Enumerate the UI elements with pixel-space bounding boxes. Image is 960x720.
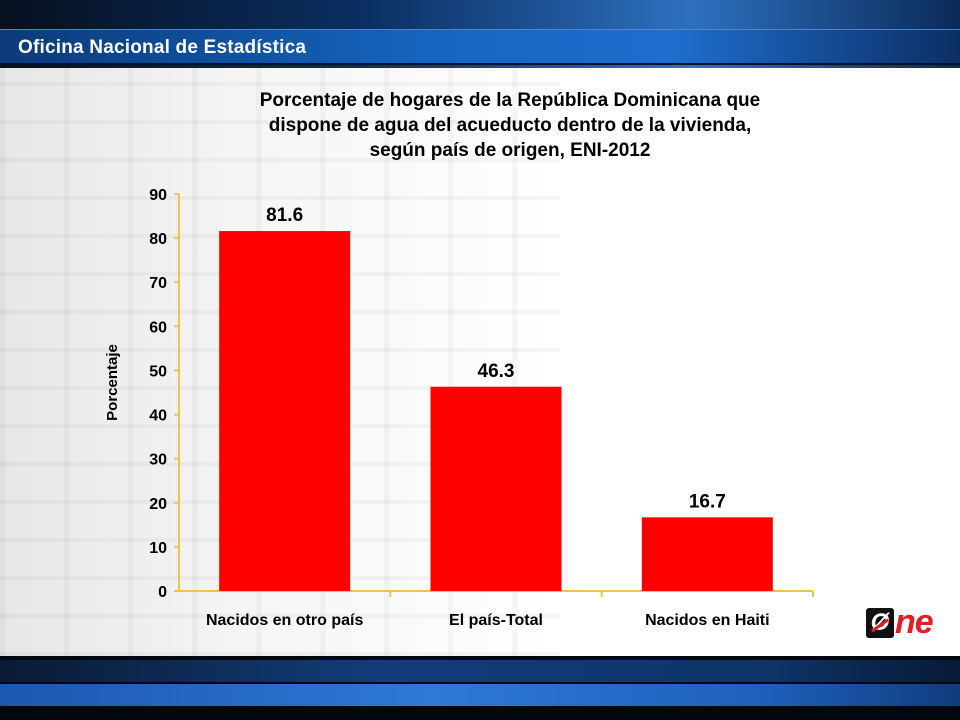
chart-title-line-2: dispone de agua del acueducto dentro de … — [268, 115, 752, 136]
y-tick-label: 50 — [149, 363, 167, 380]
chart-title-line-1: Porcentaje de hogares de la República Do… — [259, 90, 761, 111]
logo-wordmark: ne — [895, 603, 934, 641]
y-axis-label: Porcentaje — [104, 344, 121, 421]
x-category-label: Nacidos en otro país — [206, 612, 363, 629]
bar — [219, 231, 351, 591]
y-tick-label: 60 — [149, 319, 167, 336]
bar-value-label: 81.6 — [266, 205, 303, 226]
y-tick-label: 40 — [149, 408, 167, 425]
bar-value-label: 46.3 — [478, 361, 515, 382]
header-bar: Oficina Nacional de Estadística — [0, 0, 960, 68]
chart-title: Porcentaje de hogares de la República Do… — [200, 88, 820, 163]
y-tick-label: 10 — [149, 540, 167, 557]
y-tick-label: 0 — [158, 584, 167, 601]
y-tick-label: 90 — [149, 187, 167, 204]
bar-value-label: 16.7 — [689, 491, 726, 512]
bar — [430, 386, 562, 591]
footer-band-dark — [0, 660, 960, 682]
chart-title-line-3: según país de origen, ENI-2012 — [369, 140, 651, 161]
y-tick-label: 80 — [149, 231, 167, 248]
footer-bar — [0, 656, 960, 720]
organization-title: Oficina Nacional de Estadística — [18, 37, 307, 58]
footer-band-light — [0, 684, 960, 706]
y-tick-label: 70 — [149, 275, 167, 292]
y-tick-label: 30 — [149, 452, 167, 469]
x-category-label: El país-Total — [449, 612, 543, 629]
y-tick-label: 20 — [149, 496, 167, 513]
header-strip — [0, 29, 960, 65]
logo-o-mark: Ø — [866, 608, 894, 638]
bar — [641, 517, 773, 591]
one-logo: Ø ne — [866, 603, 942, 641]
x-category-label: Nacidos en Haiti — [645, 612, 769, 629]
